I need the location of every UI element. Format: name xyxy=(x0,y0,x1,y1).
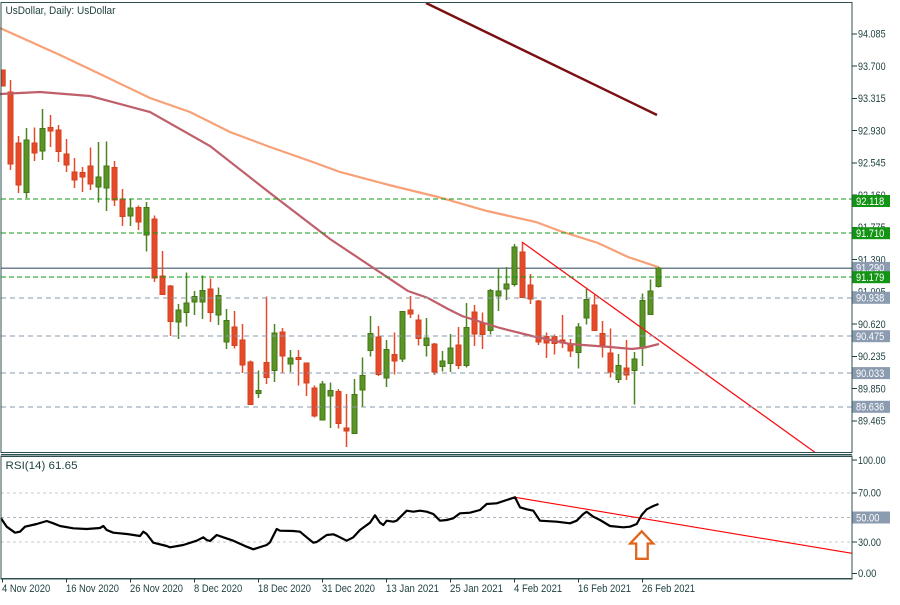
svg-text:50.00: 50.00 xyxy=(856,512,880,524)
svg-text:93.700: 93.700 xyxy=(858,61,886,73)
svg-text:25 Jan 2021: 25 Jan 2021 xyxy=(450,583,503,595)
svg-text:8 Dec 2020: 8 Dec 2020 xyxy=(194,583,242,595)
svg-text:92.930: 92.930 xyxy=(858,125,886,137)
svg-text:90.475: 90.475 xyxy=(856,331,884,343)
svg-text:18 Dec 2020: 18 Dec 2020 xyxy=(258,583,311,595)
svg-text:92.545: 92.545 xyxy=(858,158,886,170)
svg-text:RSI(14) 61.65: RSI(14) 61.65 xyxy=(6,460,78,472)
svg-text:70.00: 70.00 xyxy=(858,488,881,500)
svg-text:30.00: 30.00 xyxy=(858,537,881,549)
svg-text:90.620: 90.620 xyxy=(858,319,886,331)
svg-text:31 Dec 2020: 31 Dec 2020 xyxy=(322,583,375,595)
svg-text:16 Nov 2020: 16 Nov 2020 xyxy=(66,583,119,595)
svg-text:UsDollar, Daily: UsDollar: UsDollar, Daily: UsDollar xyxy=(6,5,116,17)
svg-text:100.00: 100.00 xyxy=(858,455,886,467)
svg-text:13 Jan 2021: 13 Jan 2021 xyxy=(386,583,439,595)
svg-text:89.850: 89.850 xyxy=(858,383,886,395)
svg-text:93.315: 93.315 xyxy=(858,93,886,105)
svg-text:26 Nov 2020: 26 Nov 2020 xyxy=(130,583,183,595)
svg-text:4 Nov 2020: 4 Nov 2020 xyxy=(2,583,50,595)
svg-text:94.085: 94.085 xyxy=(858,29,886,41)
svg-text:90.235: 90.235 xyxy=(858,351,886,363)
svg-text:4 Feb 2021: 4 Feb 2021 xyxy=(514,583,562,595)
svg-text:16 Feb 2021: 16 Feb 2021 xyxy=(578,583,631,595)
svg-text:91.710: 91.710 xyxy=(856,228,884,240)
svg-text:0.00: 0.00 xyxy=(858,568,876,580)
svg-text:90.938: 90.938 xyxy=(856,293,884,305)
svg-text:26 Feb 2021: 26 Feb 2021 xyxy=(642,583,695,595)
svg-text:89.636: 89.636 xyxy=(856,402,884,414)
svg-text:91.179: 91.179 xyxy=(856,272,884,284)
svg-text:92.118: 92.118 xyxy=(856,196,884,208)
svg-text:89.465: 89.465 xyxy=(858,416,886,428)
svg-text:90.033: 90.033 xyxy=(856,368,884,380)
